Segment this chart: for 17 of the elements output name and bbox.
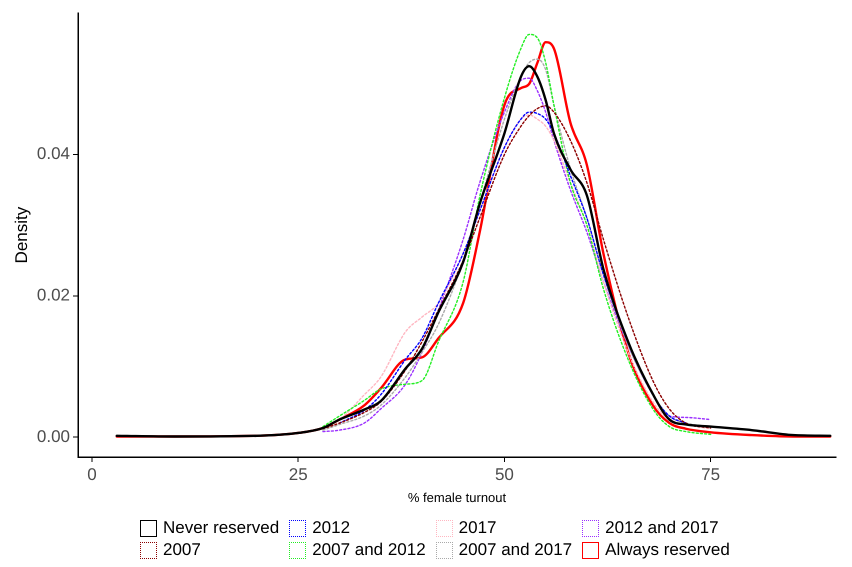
- legend-label: Never reserved: [163, 518, 280, 538]
- x-axis-title: % female turnout: [408, 490, 507, 505]
- legend-label: 2007: [163, 540, 201, 560]
- x-tick-label: 50: [494, 464, 514, 484]
- y-tick-label: 0.04: [36, 144, 70, 164]
- x-tick-label: 25: [288, 464, 308, 484]
- y-tick-label: 0.02: [36, 286, 70, 305]
- x-tick-label: 75: [701, 464, 720, 484]
- legend-label: 2012: [312, 518, 350, 538]
- x-tick-label: 0: [87, 464, 97, 484]
- legend-label: 2012 and 2017: [605, 518, 719, 538]
- legend-label: 2017: [458, 518, 496, 538]
- legend-label: Always reserved: [605, 540, 730, 560]
- legend-label: 2007 and 2017: [458, 540, 572, 560]
- y-tick-label: 0.00: [36, 426, 70, 446]
- y-axis-title: Density: [12, 206, 31, 264]
- legend-label: 2007 and 2012: [312, 540, 426, 560]
